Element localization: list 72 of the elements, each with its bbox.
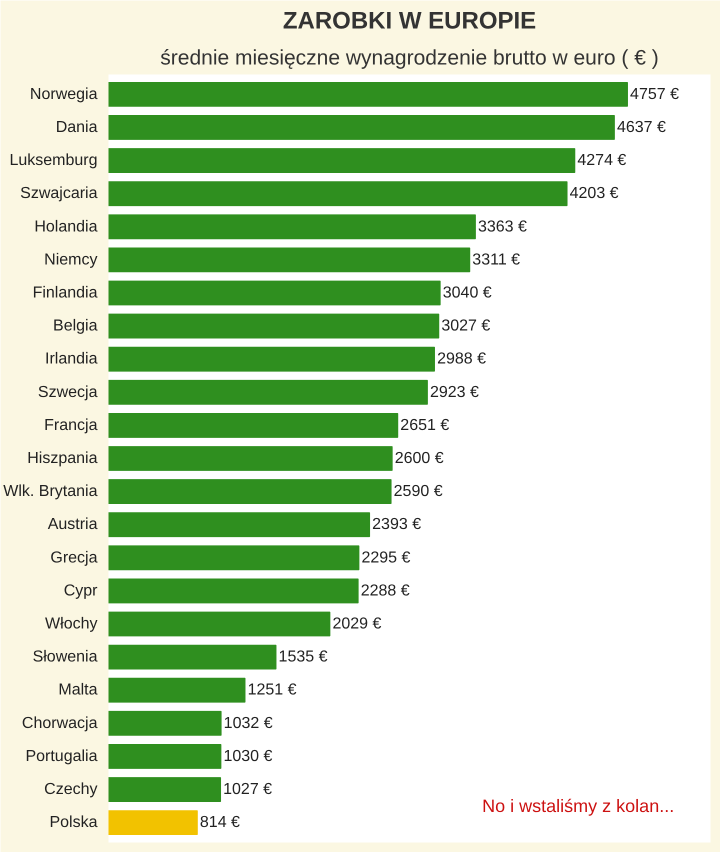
bar (108, 644, 276, 670)
data-label: 2600 € (394, 450, 444, 467)
data-label: 4274 € (577, 152, 626, 170)
bar (108, 810, 198, 836)
annotation: No i wstaliśmy z kolan... (482, 796, 674, 816)
bar (108, 777, 222, 802)
bar (108, 578, 359, 604)
data-label: 3311 € (472, 251, 520, 268)
bar (108, 82, 628, 107)
data-label: 2923 € (430, 384, 480, 401)
y-tick-label: Norwegia (30, 86, 98, 103)
data-label: 2988 € (437, 350, 486, 368)
bar (108, 512, 370, 538)
bar (108, 446, 393, 471)
bar (108, 479, 392, 504)
y-tick-label: Malta (58, 682, 98, 699)
y-tick-label: Czechy (44, 781, 98, 798)
bar (108, 678, 246, 703)
data-label: 1251 € (248, 682, 297, 699)
data-label: 2393 € (372, 516, 422, 534)
bar (108, 380, 428, 405)
bar (108, 181, 568, 206)
y-tick-label: Dania (56, 118, 98, 136)
data-label: 814 € (200, 814, 240, 832)
chart-subtitle: średnie miesięczne wynagrodzenie brutto w euro ( € ) (160, 46, 659, 70)
data-label: 1032 € (224, 714, 273, 732)
y-tick-label: Portugalia (25, 748, 98, 765)
data-label: 1030 € (223, 748, 272, 765)
y-tick-label: Niemcy (44, 251, 98, 268)
y-tick-label: Szwecja (38, 384, 98, 401)
data-label: 3040 € (442, 284, 492, 302)
y-tick-label: Luksemburg (9, 152, 98, 170)
y-tick-label: Polska (49, 814, 98, 832)
y-tick-label: Cypr (64, 582, 98, 600)
bar (108, 412, 398, 438)
y-tick-label: Austria (48, 516, 98, 534)
data-label: 2288 € (360, 582, 410, 600)
y-tick-label: Włochy (45, 616, 98, 633)
y-tick-label: Holandia (34, 218, 98, 236)
y-tick-label: Belgia (53, 318, 98, 335)
y-tick-label: Grecja (50, 549, 98, 566)
chart-title: ZAROBKI W EUROPIE (282, 8, 536, 34)
bar (108, 545, 360, 570)
bar (108, 214, 476, 240)
bar (108, 744, 222, 769)
data-label: 1535 € (278, 648, 328, 666)
data-label: 2029 € (332, 616, 382, 633)
data-label: 3363 € (478, 218, 528, 236)
y-tick-label: Irlandia (45, 350, 98, 368)
data-label: 4637 € (616, 118, 666, 136)
bar (108, 612, 330, 636)
data-label: 3027 € (441, 318, 490, 335)
y-tick-label: Finlandia (32, 284, 98, 302)
y-tick-label: Słowenia (32, 648, 98, 666)
y-tick-label: Chorwacja (22, 714, 98, 732)
bar (108, 280, 441, 306)
data-label: 2590 € (394, 483, 443, 500)
data-label: 4203 € (570, 185, 619, 202)
bar (108, 247, 470, 272)
data-label: 4757 € (630, 86, 680, 103)
y-tick-label: Wlk. Brytania (3, 483, 98, 500)
y-tick-label: Francja (44, 416, 98, 434)
bar (108, 710, 222, 736)
bar (108, 115, 615, 140)
data-label: 2295 € (361, 549, 411, 566)
bar (108, 148, 576, 173)
y-tick-label: Hiszpania (27, 450, 98, 467)
data-label: 1027 € (223, 781, 272, 798)
bar (108, 314, 440, 339)
data-label: 2651 € (400, 416, 450, 434)
y-tick-label: Szwajcaria (20, 185, 98, 202)
bar (108, 346, 435, 372)
